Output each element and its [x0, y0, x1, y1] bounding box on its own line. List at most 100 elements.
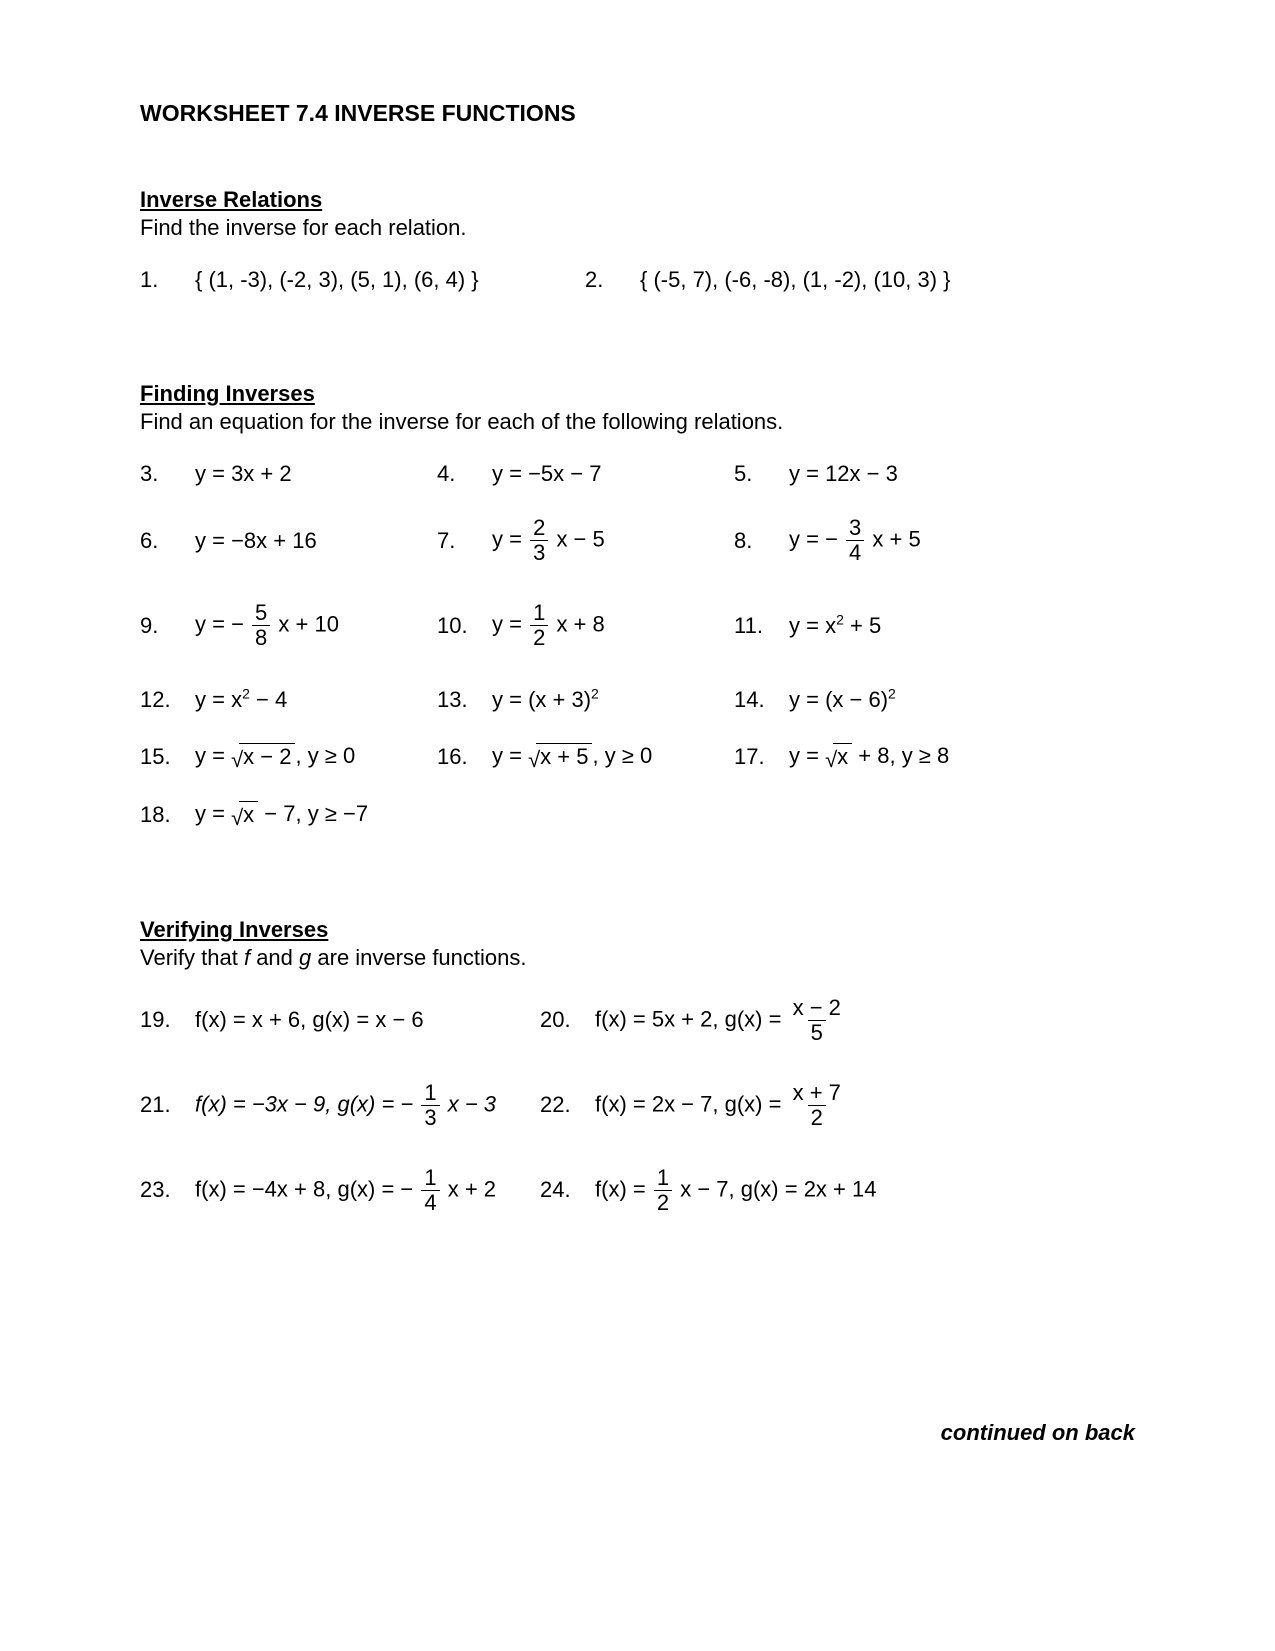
problem-14: 14. y = (x − 6)2	[734, 687, 1031, 713]
problem-row: 19. f(x) = x + 6, g(x) = x − 6 20. f(x) …	[140, 997, 1135, 1044]
fraction: 14	[421, 1167, 439, 1214]
expr-base: y = (x + 3)	[492, 687, 591, 712]
problem-expression: y = −8x + 16	[195, 528, 317, 554]
expr-base: y = x	[195, 687, 242, 712]
problem-number: 7.	[437, 528, 492, 554]
expr-prefix: f(x) =	[595, 1176, 652, 1201]
section-heading-finding-inverses: Finding Inverses	[140, 381, 1135, 407]
footer-continued: continued on back	[941, 1420, 1135, 1446]
denominator: 5	[808, 1020, 826, 1044]
problem-6: 6. y = −8x + 16	[140, 517, 437, 564]
square-root: √x + 5	[528, 743, 592, 770]
problem-number: 3.	[140, 461, 195, 487]
square-root: √x − 2	[231, 743, 295, 770]
problem-expression: { (1, -3), (-2, 3), (5, 1), (6, 4) }	[195, 267, 479, 293]
expr-base: y = x	[789, 613, 836, 638]
problem-expression: f(x) = 2x − 7, g(x) = x + 72	[595, 1082, 846, 1129]
problem-23: 23. f(x) = −4x + 8, g(x) = − 14 x + 2	[140, 1167, 540, 1214]
exponent: 2	[242, 686, 250, 702]
expr-suffix: + 8, y ≥ 8	[852, 743, 949, 768]
square-root: √x	[825, 743, 852, 770]
expr-prefix: y = −	[195, 611, 250, 636]
problem-number: 21.	[140, 1092, 195, 1118]
problem-number: 23.	[140, 1177, 195, 1203]
problem-12: 12. y = x2 − 4	[140, 687, 437, 713]
expr-prefix: f(x) = 2x − 7, g(x) =	[595, 1091, 788, 1116]
problem-number: 9.	[140, 613, 195, 639]
problem-13: 13. y = (x + 3)2	[437, 687, 734, 713]
expr-suffix: x − 3	[442, 1091, 496, 1116]
problem-expression: y = √x + 8, y ≥ 8	[789, 743, 949, 771]
fraction: 58	[252, 602, 270, 649]
problem-4: 4. y = −5x − 7	[437, 461, 734, 487]
expr-suffix: x − 5	[550, 526, 604, 551]
section-instructions-verifying-inverses: Verify that f and g are inverse function…	[140, 945, 1135, 971]
expr-suffix: + 5	[844, 613, 881, 638]
problem-19: 19. f(x) = x + 6, g(x) = x − 6	[140, 997, 540, 1044]
problem-row: 12. y = x2 − 4 13. y = (x + 3)2 14. y = …	[140, 687, 1135, 713]
section-heading-inverse-relations: Inverse Relations	[140, 187, 1135, 213]
problem-number: 22.	[540, 1092, 595, 1118]
expr-prefix: y =	[195, 801, 231, 826]
problem-expression: y = x2 − 4	[195, 687, 287, 713]
section-instructions-finding-inverses: Find an equation for the inverse for eac…	[140, 409, 1135, 435]
problem-expression: f(x) = x + 6, g(x) = x − 6	[195, 1007, 424, 1033]
expr-prefix: y =	[195, 743, 231, 768]
denominator: 8	[252, 625, 270, 649]
problem-9: 9. y = − 58 x + 10	[140, 602, 437, 649]
fraction: 12	[654, 1167, 672, 1214]
problem-24: 24. f(x) = 12 x − 7, g(x) = 2x + 14	[540, 1167, 940, 1214]
denominator: 4	[846, 540, 864, 564]
problem-15: 15. y = √x − 2, y ≥ 0	[140, 743, 437, 771]
problem-number: 13.	[437, 687, 492, 713]
problem-row: 18. y = √x − 7, y ≥ −7	[140, 801, 1135, 829]
problem-8: 8. y = − 34 x + 5	[734, 517, 1031, 564]
problem-number: 1.	[140, 267, 195, 293]
problem-expression: y = 3x + 2	[195, 461, 292, 487]
fraction: x + 72	[790, 1082, 844, 1129]
expr-suffix: , y ≥ 0	[295, 743, 355, 768]
problem-number: 24.	[540, 1177, 595, 1203]
radicand: x	[239, 801, 258, 828]
problem-expression: y = 12x − 3	[789, 461, 898, 487]
numerator: 1	[530, 602, 548, 625]
problem-number: 10.	[437, 613, 492, 639]
problem-7: 7. y = 23 x − 5	[437, 517, 734, 564]
denominator: 4	[421, 1190, 439, 1214]
denominator: 2	[654, 1190, 672, 1214]
numerator: 1	[654, 1167, 672, 1190]
problem-22: 22. f(x) = 2x − 7, g(x) = x + 72	[540, 1082, 940, 1129]
denominator: 3	[421, 1105, 439, 1129]
problem-row: 3. y = 3x + 2 4. y = −5x − 7 5. y = 12x …	[140, 461, 1135, 487]
problem-expression: y = − 34 x + 5	[789, 517, 921, 564]
fraction: 23	[530, 517, 548, 564]
problem-number: 19.	[140, 1007, 195, 1033]
expr-suffix: x + 2	[442, 1176, 496, 1201]
problem-row: 1. { (1, -3), (-2, 3), (5, 1), (6, 4) } …	[140, 267, 1135, 293]
problem-5: 5. y = 12x − 3	[734, 461, 1031, 487]
problem-row: 23. f(x) = −4x + 8, g(x) = − 14 x + 2 24…	[140, 1167, 1135, 1214]
radicand: x − 2	[239, 743, 295, 770]
fraction: 12	[530, 602, 548, 649]
denominator: 2	[530, 625, 548, 649]
problem-expression: f(x) = −3x − 9, g(x) = − 13 x − 3	[195, 1082, 496, 1129]
problem-expression: f(x) = 12 x − 7, g(x) = 2x + 14	[595, 1167, 876, 1214]
fraction: x − 25	[790, 997, 844, 1044]
expr-prefix: y = −	[789, 526, 844, 551]
problem-number: 2.	[585, 267, 640, 293]
exponent: 2	[836, 611, 844, 627]
expr-prefix: y =	[492, 526, 528, 551]
expr-prefix: y =	[492, 743, 528, 768]
expr-prefix: y =	[492, 611, 528, 636]
problem-number: 20.	[540, 1007, 595, 1033]
problem-row: 21. f(x) = −3x − 9, g(x) = − 13 x − 3 22…	[140, 1082, 1135, 1129]
problem-expression: f(x) = 5x + 2, g(x) = x − 25	[595, 997, 846, 1044]
numerator: 1	[421, 1082, 439, 1105]
problem-10: 10. y = 12 x + 8	[437, 602, 734, 649]
problem-number: 16.	[437, 744, 492, 770]
radicand: x + 5	[536, 743, 592, 770]
numerator: 2	[530, 517, 548, 540]
problem-expression: y = (x − 6)2	[789, 687, 896, 713]
problem-17: 17. y = √x + 8, y ≥ 8	[734, 743, 1031, 771]
numerator: x − 2	[790, 997, 844, 1020]
